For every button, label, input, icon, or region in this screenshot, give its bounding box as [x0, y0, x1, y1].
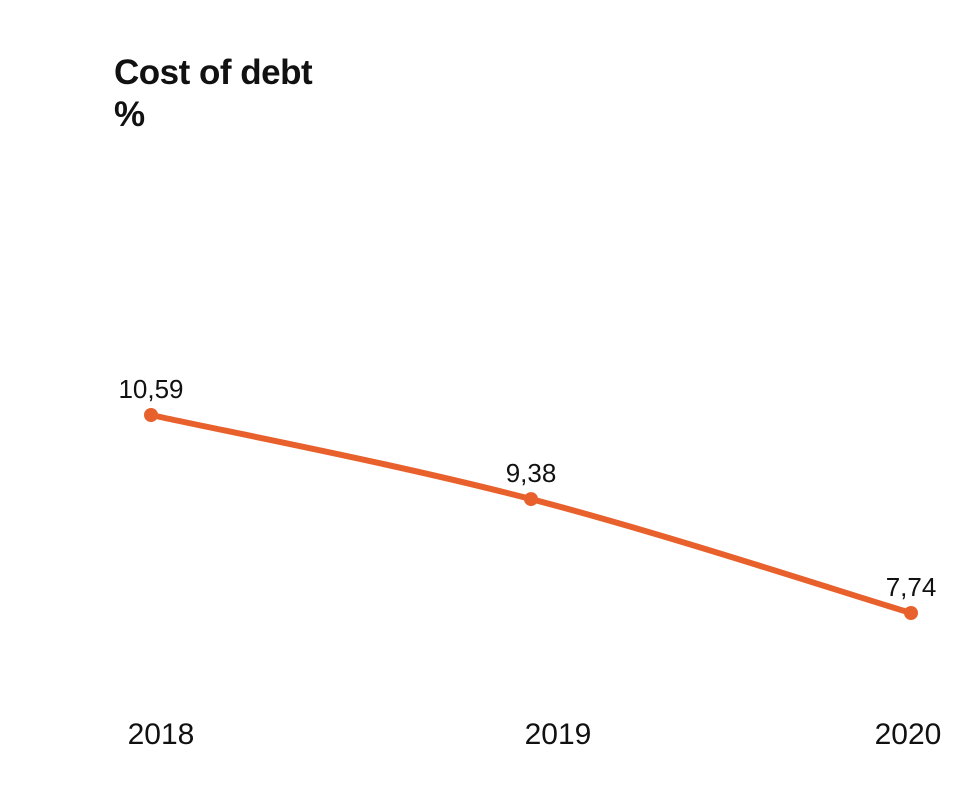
data-point-2019 [524, 492, 538, 507]
series-layer [144, 408, 918, 620]
chart-title-text: Cost of debt [114, 53, 313, 92]
data-point-2020 [904, 606, 918, 620]
data-point-2018 [144, 408, 158, 422]
x-tick-label-2019: 2019 [525, 718, 592, 751]
label-layer: 10,59 9,38 7,74 [118, 374, 936, 602]
x-tick-label-2020: 2020 [875, 718, 942, 751]
data-label-2020: 7,74 [886, 572, 937, 602]
data-label-2019: 9,38 [506, 458, 557, 488]
chart-unit: % [114, 95, 145, 134]
series-line [148, 412, 914, 616]
data-label-2018: 10,59 [118, 374, 183, 404]
x-tick-label-2018: 2018 [128, 718, 195, 751]
chart-title: Cost of debt % [114, 52, 313, 136]
x-axis: 2018 2019 2020 [128, 718, 942, 751]
